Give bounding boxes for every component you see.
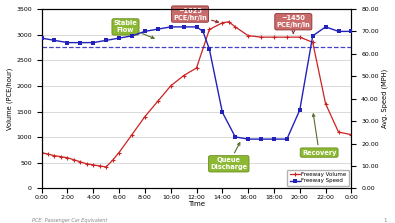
- Freeway Volume: [323, 103, 328, 105]
- Freeway Speed: [91, 41, 96, 44]
- Freeway Speed: [168, 26, 173, 28]
- Freeway Speed: [336, 30, 341, 33]
- Freeway Speed: [207, 48, 212, 51]
- Freeway Speed: [39, 37, 44, 39]
- Text: PCE: Passenger Car Equivalent: PCE: Passenger Car Equivalent: [32, 218, 107, 223]
- Freeway Speed: [78, 41, 83, 44]
- Freeway Speed: [52, 39, 57, 42]
- Freeway Speed: [220, 111, 225, 114]
- Freeway Speed: [297, 109, 302, 111]
- Text: Recovery: Recovery: [302, 114, 337, 156]
- Text: Queue
Discharge: Queue Discharge: [210, 143, 247, 170]
- Freeway Speed: [181, 26, 186, 28]
- Line: Freeway Volume: Freeway Volume: [40, 20, 354, 169]
- Freeway Speed: [65, 41, 70, 44]
- Freeway Speed: [323, 26, 328, 28]
- Freeway Volume: [39, 151, 44, 154]
- Text: ~1625
PCE/hr/ln: ~1625 PCE/hr/ln: [173, 8, 218, 23]
- Freeway Volume: [71, 158, 76, 161]
- Freeway Volume: [284, 36, 289, 39]
- Freeway Speed: [130, 35, 134, 37]
- Y-axis label: Avg. Speed (MPH): Avg. Speed (MPH): [382, 69, 388, 128]
- Freeway Speed: [117, 37, 121, 39]
- X-axis label: Time: Time: [188, 201, 205, 207]
- Freeway Volume: [220, 21, 225, 24]
- Freeway Speed: [194, 26, 199, 28]
- Freeway Volume: [336, 131, 341, 133]
- Freeway Volume: [259, 36, 263, 39]
- Freeway Speed: [246, 138, 250, 140]
- Freeway Speed: [349, 30, 354, 33]
- Freeway Speed: [272, 138, 276, 140]
- Freeway Volume: [65, 156, 70, 159]
- Freeway Volume: [97, 165, 102, 167]
- Freeway Volume: [52, 154, 57, 157]
- Text: Stable
Flow: Stable Flow: [114, 20, 154, 39]
- Freeway Speed: [104, 39, 109, 42]
- Y-axis label: Volume (PCE/hour): Volume (PCE/hour): [7, 68, 13, 130]
- Legend: Freeway Volume, Freeway Speed: Freeway Volume, Freeway Speed: [287, 170, 349, 186]
- Freeway Volume: [194, 67, 199, 69]
- Freeway Speed: [155, 28, 160, 31]
- Freeway Volume: [181, 74, 186, 77]
- Freeway Speed: [310, 35, 315, 37]
- Freeway Volume: [226, 21, 231, 23]
- Freeway Speed: [143, 30, 147, 33]
- Freeway Volume: [85, 163, 89, 165]
- Line: Freeway Speed: Freeway Speed: [39, 25, 354, 142]
- Freeway Volume: [246, 34, 250, 37]
- Freeway Speed: [284, 138, 289, 140]
- Freeway Volume: [349, 133, 354, 136]
- Freeway Volume: [91, 163, 96, 166]
- Freeway Volume: [46, 153, 51, 155]
- Freeway Volume: [58, 155, 63, 158]
- Freeway Volume: [110, 159, 115, 162]
- Freeway Speed: [201, 30, 205, 33]
- Freeway Volume: [310, 41, 315, 44]
- Freeway Volume: [168, 85, 173, 87]
- Freeway Volume: [207, 28, 212, 31]
- Freeway Speed: [259, 138, 263, 140]
- Freeway Volume: [117, 151, 121, 154]
- Text: ~1450
PCE/hr/ln: ~1450 PCE/hr/ln: [276, 15, 310, 33]
- Freeway Volume: [130, 133, 134, 136]
- Freeway Volume: [297, 36, 302, 39]
- Freeway Volume: [233, 26, 238, 28]
- Freeway Volume: [143, 115, 147, 118]
- Freeway Volume: [155, 100, 160, 103]
- Freeway Volume: [104, 166, 109, 168]
- Text: 1: 1: [383, 218, 387, 223]
- Freeway Volume: [272, 36, 276, 39]
- Freeway Speed: [233, 136, 238, 138]
- Freeway Volume: [78, 161, 83, 163]
